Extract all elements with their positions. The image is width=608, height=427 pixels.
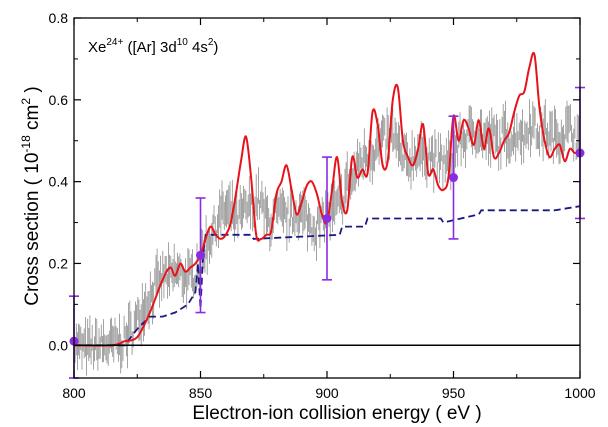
x-tick-label: 850 bbox=[189, 385, 213, 401]
x-tick-label: 1000 bbox=[564, 385, 595, 401]
experiment-series bbox=[74, 99, 580, 378]
ylabel-part2: cm bbox=[22, 105, 43, 136]
annotation-charge: 24+ bbox=[106, 37, 123, 48]
y-tick-label: 0.0 bbox=[49, 337, 69, 353]
theory-dashed-line bbox=[74, 205, 580, 347]
annotation-config-mid: 4s bbox=[188, 39, 208, 56]
annotation-config-open: ([Ar] 3d bbox=[123, 39, 176, 56]
annotation-sup1: 10 bbox=[177, 37, 189, 48]
chart-annotation: Xe24+ ([Ar] 3d10 4s2) bbox=[88, 37, 218, 56]
x-tick-label: 900 bbox=[315, 385, 339, 401]
data-layer bbox=[69, 51, 585, 379]
ylabel-part1: Cross section ( 10 bbox=[22, 153, 43, 306]
ylabel-exp2: 2 bbox=[19, 98, 33, 105]
y-tick-label: 0.8 bbox=[49, 10, 69, 26]
annotation-prefix: Xe bbox=[88, 39, 106, 56]
annotation-config-close: ) bbox=[213, 39, 218, 56]
series-group bbox=[74, 51, 580, 378]
ylabel-part3: ) bbox=[22, 86, 43, 98]
x-tick-label: 950 bbox=[442, 385, 466, 401]
y-tick-label: 0.4 bbox=[49, 174, 69, 190]
y-tick-label: 0.6 bbox=[49, 92, 69, 108]
data-point bbox=[322, 213, 332, 223]
ticks-layer: 800 850 900 950 1000 0.0 0.2 0.4 0.6 0.8 bbox=[49, 10, 596, 401]
theory-solid-line bbox=[74, 51, 580, 347]
x-axis-label: Electron-ion collision energy ( eV ) bbox=[192, 403, 481, 424]
data-point bbox=[196, 250, 205, 260]
annotation-sup2: 2 bbox=[208, 37, 214, 48]
y-tick-label: 0.2 bbox=[49, 255, 69, 271]
data-point bbox=[449, 173, 458, 183]
x-tick-label: 800 bbox=[62, 385, 86, 401]
y-axis-label: Cross section ( 10-18 cm2 ) bbox=[19, 86, 43, 305]
ylabel-exp1: -18 bbox=[19, 135, 33, 153]
